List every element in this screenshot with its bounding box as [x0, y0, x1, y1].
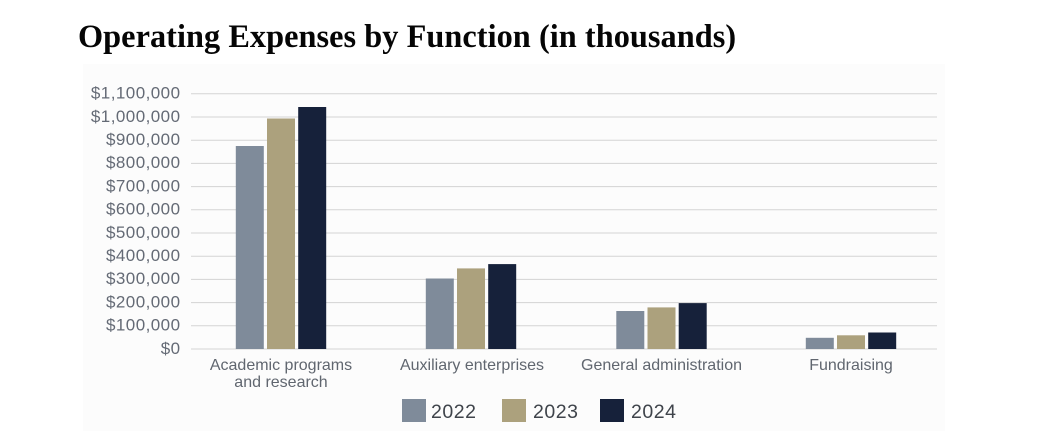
svg-text:$900,000: $900,000: [106, 130, 181, 149]
svg-text:2024: 2024: [631, 401, 677, 423]
svg-text:$100,000: $100,000: [106, 316, 181, 335]
svg-text:$800,000: $800,000: [106, 153, 181, 172]
svg-text:$500,000: $500,000: [106, 223, 181, 242]
svg-text:and research: and research: [234, 374, 327, 391]
svg-text:$200,000: $200,000: [106, 292, 181, 311]
svg-text:$1,000,000: $1,000,000: [91, 107, 181, 126]
svg-text:$400,000: $400,000: [106, 246, 181, 265]
svg-text:General administration: General administration: [581, 357, 742, 374]
svg-text:2023: 2023: [533, 401, 579, 423]
svg-text:$600,000: $600,000: [106, 200, 181, 219]
svg-text:Academic programs: Academic programs: [210, 357, 352, 374]
svg-text:$300,000: $300,000: [106, 269, 181, 288]
svg-text:$1,100,000: $1,100,000: [91, 84, 181, 103]
svg-text:Fundraising: Fundraising: [809, 357, 893, 374]
svg-text:2022: 2022: [431, 401, 477, 423]
svg-text:$700,000: $700,000: [106, 176, 181, 195]
svg-text:Auxiliary enterprises: Auxiliary enterprises: [400, 357, 544, 374]
svg-text:$0: $0: [161, 339, 181, 358]
